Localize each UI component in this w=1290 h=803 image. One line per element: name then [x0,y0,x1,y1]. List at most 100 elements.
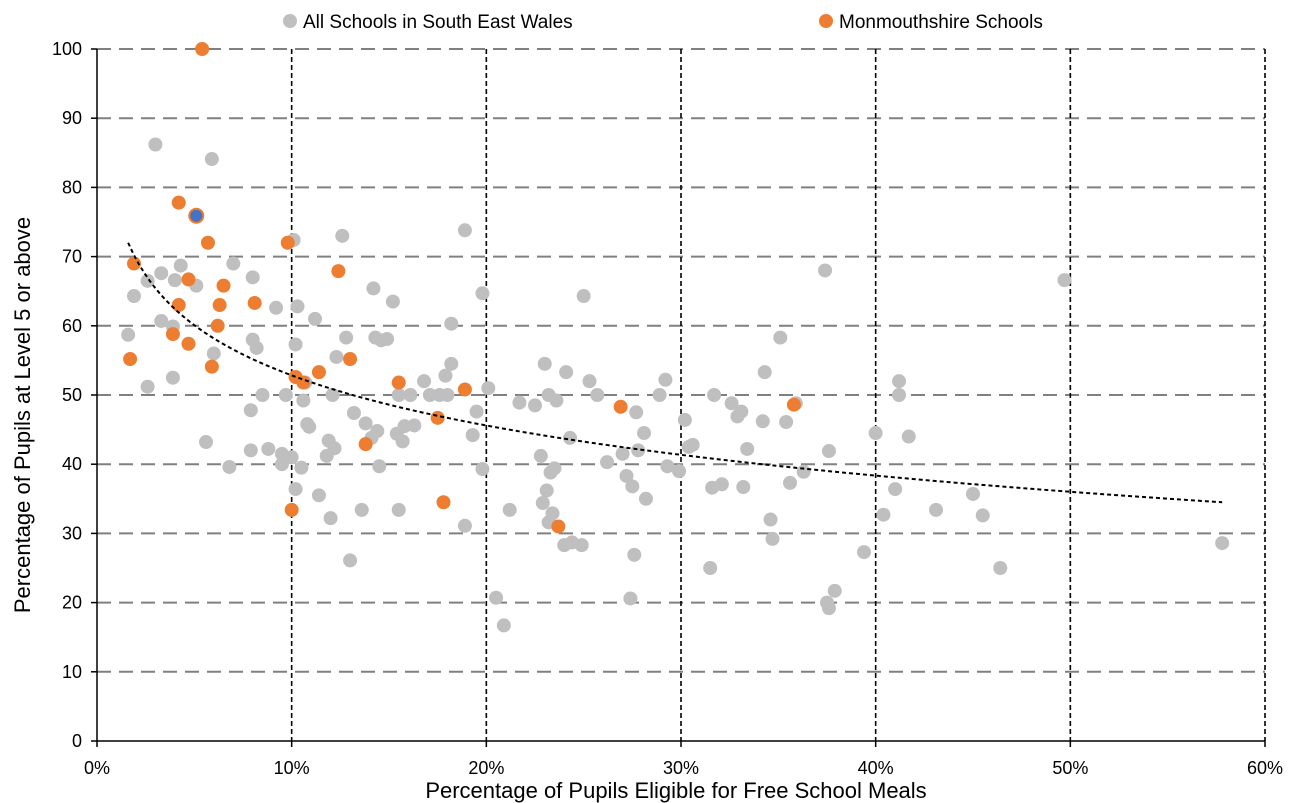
data-point [457,518,472,533]
data-point [407,418,422,433]
data-point [660,459,675,474]
data-point [366,281,381,296]
data-point [615,446,630,461]
data-point [255,388,270,402]
data-point [856,545,871,560]
data-point [339,330,354,345]
data-point [528,398,542,413]
data-point [311,488,326,503]
data-point [724,396,739,411]
data-point [763,512,778,527]
data-point [685,437,700,452]
legend-marker [283,14,297,28]
data-point [269,300,284,315]
data-point [165,327,180,342]
data-point [121,327,136,342]
data-point [126,256,141,271]
data-point [154,313,169,328]
series-0 [121,137,1230,633]
data-point [796,464,811,479]
data-point [619,468,634,483]
data-point [496,618,511,633]
data-point [438,368,453,383]
data-point [818,263,833,278]
data-point [1215,536,1230,551]
data-point [171,195,186,210]
data-point [740,441,755,456]
x-tick-marks [96,741,1266,747]
data-point [703,561,718,575]
data-point [422,388,437,402]
x-axis-title: Percentage of Pupils Eligible for Free S… [425,778,926,803]
data-point [391,502,406,517]
data-point [590,388,605,402]
data-point [284,502,299,517]
x-tick-label: 0% [84,758,110,778]
data-point [714,477,729,492]
data-point [765,531,780,546]
data-point [335,228,350,243]
data-point [343,352,358,367]
data-point [783,475,798,490]
data-point [370,423,385,438]
data-point [171,298,186,313]
y-tick-label: 100 [52,39,82,59]
data-point [582,374,597,389]
data-point [226,256,241,271]
data-point [222,459,237,474]
data-point [204,359,219,374]
data-point [346,405,361,420]
data-point [249,340,264,355]
data-point [975,508,990,523]
data-points [121,42,1230,633]
data-point [876,507,891,522]
y-tick-label: 40 [62,454,82,474]
data-point [892,374,907,389]
data-point [165,370,180,385]
data-point [212,298,227,313]
data-point [290,299,305,314]
data-point [779,414,794,429]
data-point [465,428,480,443]
data-point [638,491,653,506]
data-point [868,426,883,441]
x-tick-label: 50% [1052,758,1088,778]
data-point [757,365,772,380]
data-point [395,434,410,449]
data-point [658,372,673,387]
data-point [627,547,642,562]
data-point [140,379,155,394]
data-point [537,356,552,371]
y-tick-marks [91,48,97,742]
data-point [631,443,646,458]
data-point [929,502,944,517]
data-point [629,405,644,420]
data-point [469,404,484,419]
data-point [325,388,340,402]
data-point [284,450,299,465]
data-point [559,365,574,380]
y-tick-label: 20 [62,593,82,613]
y-tick-label: 30 [62,523,82,543]
data-point [302,419,317,434]
data-point [204,152,219,167]
data-point [247,295,262,310]
data-point [502,502,517,517]
data-point [280,235,295,250]
data-point [123,352,138,367]
data-point [323,511,338,526]
data-point [457,223,472,238]
data-point [181,336,196,351]
data-point [535,495,550,510]
data-point [444,356,459,371]
data-point [308,311,323,326]
data-point [539,483,554,498]
data-point [966,486,980,501]
data-point [677,412,692,427]
x-tick-label: 40% [858,758,894,778]
data-point [206,346,221,361]
data-point [1057,273,1072,288]
data-point [888,482,903,497]
data-point [600,455,615,470]
